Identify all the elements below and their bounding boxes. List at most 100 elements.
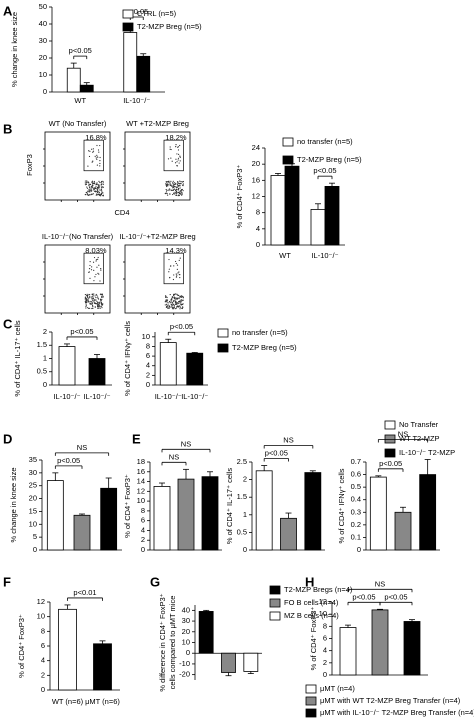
event-dot xyxy=(171,160,173,162)
event-dot xyxy=(182,190,184,192)
panel-letter: B xyxy=(3,121,12,136)
event-dot xyxy=(173,184,175,187)
event-dot xyxy=(87,299,89,301)
error-bar xyxy=(285,512,292,519)
event-dot xyxy=(175,262,177,265)
event-dot xyxy=(87,194,89,196)
event-dot xyxy=(95,191,97,193)
legend-swatch xyxy=(122,22,134,32)
event-dot xyxy=(169,188,171,190)
y-tick-label: 0.2 xyxy=(351,520,361,529)
event-dot xyxy=(96,303,98,305)
event-dot xyxy=(168,307,170,309)
event-dot xyxy=(171,185,173,187)
event-dot xyxy=(167,180,170,183)
plot-title: WT (No Transfer) xyxy=(49,119,107,128)
event-dot xyxy=(175,192,177,194)
event-dot xyxy=(100,269,102,271)
event-dot xyxy=(102,194,104,197)
event-dot xyxy=(93,180,95,183)
event-dot xyxy=(175,146,177,148)
error-bar xyxy=(165,338,172,343)
y-tick-label: 8 xyxy=(146,341,150,350)
error-bar xyxy=(203,609,210,612)
error-bar xyxy=(261,465,268,471)
event-dot xyxy=(90,296,93,298)
event-dot xyxy=(165,188,167,191)
event-dot xyxy=(178,301,180,303)
event-dot xyxy=(169,193,171,195)
event-dot xyxy=(89,187,91,189)
event-dot xyxy=(99,156,101,159)
event-dot xyxy=(101,192,103,194)
event-dot xyxy=(96,193,98,195)
event-dot xyxy=(168,271,170,273)
legend-swatch xyxy=(269,611,281,621)
event-dot xyxy=(175,190,178,192)
y-tick-label: 0.4 xyxy=(351,495,361,504)
event-dot xyxy=(93,190,96,192)
y-tick-label: 6 xyxy=(141,516,145,525)
event-dot xyxy=(89,302,91,304)
event-dot xyxy=(175,308,177,310)
event-dot xyxy=(93,187,95,189)
event-dot xyxy=(179,308,181,310)
event-dot xyxy=(180,193,182,196)
event-dot xyxy=(172,193,174,196)
event-dot xyxy=(172,302,174,304)
event-dot xyxy=(179,156,181,158)
y-tick-label: 0 xyxy=(186,648,190,657)
error-bar xyxy=(94,354,100,359)
x-tick-label: IL-10⁻/⁻ xyxy=(53,392,80,401)
y-tick-label: 16 xyxy=(137,467,145,476)
event-dot xyxy=(98,191,101,193)
event-dot xyxy=(88,307,90,310)
event-dot xyxy=(96,144,98,147)
event-dot xyxy=(167,307,169,309)
event-dot xyxy=(100,186,102,188)
y-tick-label: 10 xyxy=(142,332,150,341)
event-dot xyxy=(99,162,101,165)
legend-swatch xyxy=(122,9,134,19)
event-dot xyxy=(89,264,91,267)
legend-label: T2-MZP Breg (n=5) xyxy=(137,22,202,31)
legend-label: no transfer (n=5) xyxy=(297,137,353,146)
event-dot xyxy=(97,258,99,260)
event-dot xyxy=(100,302,103,304)
event-dot xyxy=(95,185,97,187)
event-dot xyxy=(179,303,182,305)
event-dot xyxy=(165,191,168,193)
event-dot xyxy=(180,190,182,192)
bar xyxy=(46,480,64,551)
error-bar xyxy=(140,53,147,57)
event-dot xyxy=(181,300,183,302)
event-dot xyxy=(181,303,183,305)
error-bar xyxy=(315,203,321,210)
bar xyxy=(159,342,177,386)
event-dot xyxy=(93,301,95,303)
event-dot xyxy=(179,301,181,303)
event-dot xyxy=(84,301,86,303)
event-dot xyxy=(168,182,170,184)
event-dot xyxy=(91,303,93,306)
y-tick-label: 0.5 xyxy=(237,527,247,536)
event-dot xyxy=(86,180,88,182)
event-dot xyxy=(174,260,177,263)
annotation: NS xyxy=(181,439,191,448)
gate-label: 18.2% xyxy=(165,133,187,142)
event-dot xyxy=(91,181,93,183)
event-dot xyxy=(88,271,90,273)
y-tick-label: 5 xyxy=(33,532,37,541)
y-tick-label: 24 xyxy=(252,143,260,152)
event-dot xyxy=(176,298,179,300)
event-dot xyxy=(98,189,100,191)
event-dot xyxy=(177,153,180,155)
event-dot xyxy=(176,165,178,167)
error-bar xyxy=(409,619,415,622)
event-dot xyxy=(173,265,175,267)
y-tick-label: 2 xyxy=(43,327,47,336)
event-dot xyxy=(180,296,183,298)
event-dot xyxy=(97,256,99,259)
event-dot xyxy=(96,164,98,166)
event-dot xyxy=(182,184,184,187)
